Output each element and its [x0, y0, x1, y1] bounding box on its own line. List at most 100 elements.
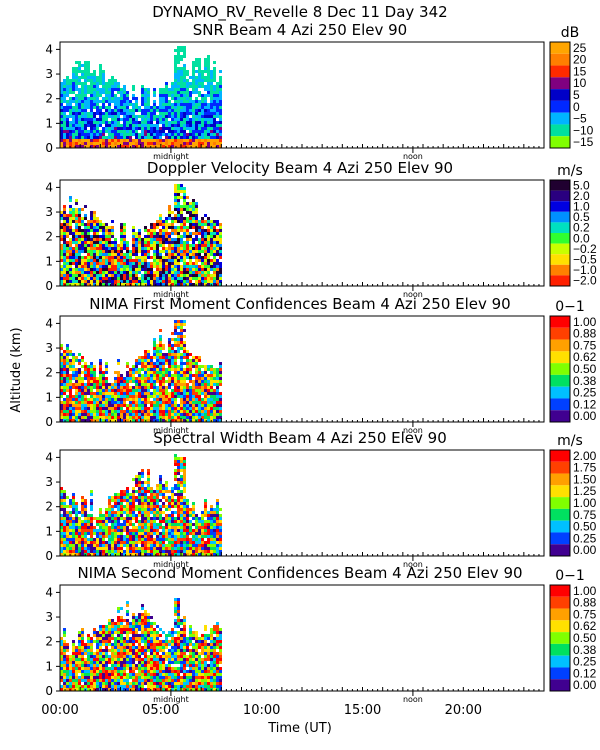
- colorbar: 5.02.01.00.50.20.0−0.2−0.5−1.0−2.0: [549, 178, 597, 288]
- marker-noon: noon: [403, 152, 423, 161]
- colorbar-swatch: [550, 585, 570, 597]
- colorbar-swatch: [550, 508, 570, 521]
- heatmap-cells: [60, 184, 222, 286]
- colorbar-label: 2.00: [573, 449, 597, 463]
- colorbar-label: 0.00: [573, 409, 597, 423]
- panel-4: Spectral Width Beam 4 Azi 250 Elev 90 m/s…: [45, 429, 596, 569]
- y-tick-label: 0: [45, 684, 53, 698]
- colorbar-label: 0.62: [573, 619, 597, 633]
- colorbar-unit: 0−1: [555, 568, 585, 584]
- colorbar-swatch: [550, 351, 570, 364]
- y-tick-label: 1: [45, 659, 53, 673]
- marker-midnight: midnight: [153, 560, 189, 569]
- colorbar-label: 0.38: [573, 374, 597, 388]
- colorbar-swatch: [550, 410, 570, 422]
- y-tick-label: 4: [45, 450, 53, 464]
- colorbar-label: −0.2: [573, 242, 597, 256]
- colorbar-swatch: [550, 211, 570, 223]
- x-tick-label: 10:00: [243, 703, 280, 718]
- colorbar-swatch: [550, 386, 570, 399]
- panel-title: SNR Beam 4 Azi 250 Elev 90: [193, 21, 407, 39]
- marker-noon: noon: [403, 560, 423, 569]
- colorbar-swatch: [550, 112, 570, 125]
- marker-midnight: midnight: [153, 426, 189, 435]
- colorbar-swatch: [550, 124, 570, 137]
- marker-midnight: midnight: [153, 152, 189, 161]
- y-tick-label: 1: [45, 390, 53, 404]
- y-tick-label: 4: [45, 585, 53, 599]
- colorbar: 2.001.751.501.251.000.750.500.250.00: [549, 449, 597, 557]
- y-tick-label: 2: [45, 92, 53, 106]
- y-tick-label: 2: [45, 635, 53, 649]
- colorbar-label: −5: [573, 112, 587, 126]
- colorbar-label: 1.00: [573, 584, 597, 598]
- colorbar-label: 1.25: [573, 484, 597, 498]
- panel-2: Doppler Velocity Beam 4 Azi 250 Elev 90 m…: [45, 159, 597, 299]
- colorbar-swatch: [550, 201, 570, 212]
- colorbar-label: 0.75: [573, 338, 597, 352]
- colorbar-unit: m/s: [557, 163, 583, 179]
- x-tick-label: 20:00: [445, 703, 482, 718]
- colorbar-swatch: [550, 398, 570, 411]
- x-axis-label: Time (UT): [267, 721, 332, 736]
- y-tick-label: 2: [45, 366, 53, 380]
- colorbar-swatch: [550, 264, 570, 276]
- colorbar-label: 0.75: [573, 508, 597, 522]
- colorbar-label: 0.2: [573, 221, 590, 235]
- colorbar-swatch: [550, 520, 570, 533]
- y-tick-label: 2: [45, 230, 53, 244]
- colorbar-swatch: [550, 275, 570, 286]
- colorbar-label: 0.5: [573, 210, 590, 224]
- panel-title: Doppler Velocity Beam 4 Azi 250 Elev 90: [147, 159, 453, 177]
- colorbar-swatch: [550, 190, 570, 202]
- colorbar-swatch: [550, 89, 570, 101]
- marker-noon: noon: [403, 426, 423, 435]
- y-tick-label: 1: [45, 116, 53, 130]
- colorbar-swatch: [550, 77, 570, 90]
- colorbar-swatch: [550, 485, 570, 498]
- y-tick-label: 1: [45, 524, 53, 538]
- colorbar-swatch: [550, 42, 570, 54]
- colorbar-label: 5: [573, 88, 580, 102]
- colorbar-label: 1.0: [573, 200, 590, 214]
- colorbar-label: 5.0: [573, 178, 590, 192]
- colorbar-swatch: [550, 532, 570, 545]
- colorbar-label: 0: [573, 100, 580, 114]
- colorbar-label: 0.88: [573, 327, 597, 341]
- colorbar-label: 1.75: [573, 461, 597, 475]
- y-tick-label: 3: [45, 475, 53, 489]
- colorbar-swatch: [550, 53, 570, 66]
- colorbar-label: 0.38: [573, 643, 597, 657]
- colorbar-label: −15: [573, 135, 594, 149]
- colorbar-label: 10: [573, 76, 587, 90]
- marker-midnight: midnight: [153, 290, 189, 299]
- y-axis-label: Altitude (km): [9, 327, 24, 412]
- colorbar-swatch: [550, 655, 570, 668]
- y-tick-label: 0: [45, 279, 53, 293]
- colorbar-label: 0.50: [573, 362, 597, 376]
- panel-3: NIMA First Moment Confidences Beam 4 Azi…: [45, 295, 596, 435]
- colorbar-label: 20: [573, 53, 587, 67]
- colorbar-swatch: [550, 327, 570, 340]
- colorbar-label: 1.50: [573, 472, 597, 486]
- y-tick-label: 3: [45, 67, 53, 81]
- colorbar-swatch: [550, 65, 570, 78]
- heatmap-cells: [60, 598, 222, 691]
- marker-noon: noon: [403, 290, 423, 299]
- y-tick-label: 2: [45, 500, 53, 514]
- colorbar-swatch: [550, 316, 570, 328]
- colorbar-label: 0.75: [573, 607, 597, 621]
- panel-1: SNR Beam 4 Azi 250 Elev 90 dB 0 1 2 3 4 midnigh…: [45, 21, 593, 161]
- x-tick-label: 00:00: [41, 703, 78, 718]
- colorbar-swatch: [550, 222, 570, 233]
- colorbar-swatch: [550, 100, 570, 113]
- panel-title: Spectral Width Beam 4 Azi 250 Elev 90: [153, 429, 447, 447]
- colorbar-unit: m/s: [557, 433, 583, 449]
- colorbar-label: −10: [573, 123, 594, 137]
- colorbar-label: 1.00: [573, 315, 597, 329]
- panel-5: NIMA Second Moment Confidences Beam 4 Az…: [45, 564, 596, 704]
- colorbar-unit: dB: [561, 25, 580, 41]
- colorbar-swatch: [550, 544, 570, 556]
- y-tick-label: 4: [45, 42, 53, 56]
